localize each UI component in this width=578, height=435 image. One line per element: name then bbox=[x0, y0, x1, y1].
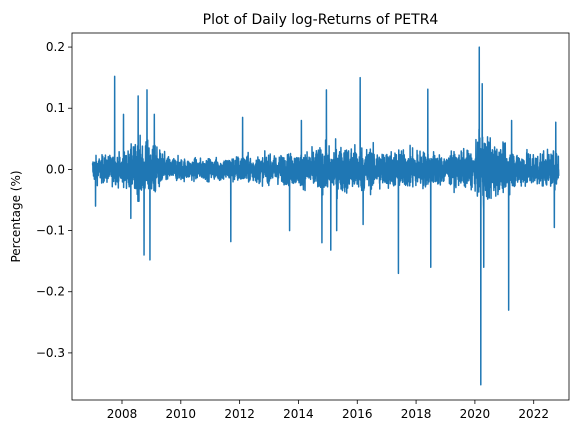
y-axis-label: Percentage (%) bbox=[9, 170, 23, 262]
y-tick-label: 0.1 bbox=[46, 101, 65, 115]
y-tick-label: −0.1 bbox=[36, 224, 65, 238]
y-tick-label: −0.2 bbox=[36, 285, 65, 299]
x-tick-label: 2022 bbox=[518, 407, 549, 421]
x-tick-label: 2012 bbox=[224, 407, 255, 421]
x-tick-label: 2014 bbox=[283, 407, 314, 421]
x-tick-label: 2020 bbox=[460, 407, 491, 421]
plot-frame bbox=[71, 32, 570, 401]
x-tick-label: 2008 bbox=[107, 407, 138, 421]
y-tick-label: −0.3 bbox=[36, 346, 65, 360]
x-tick-label: 2010 bbox=[166, 407, 197, 421]
axes-layer: 2008 2010 2012 2014 2016 2018 2020 2022 −0.3 −0.2… bbox=[36, 32, 570, 421]
x-tick-label: 2016 bbox=[342, 407, 373, 421]
series-layer bbox=[91, 46, 560, 386]
series-line bbox=[91, 46, 560, 386]
y-tick-label: 0.2 bbox=[46, 40, 65, 54]
chart-title: Plot of Daily log-Returns of PETR4 bbox=[203, 12, 439, 28]
x-tick-label: 2018 bbox=[401, 407, 432, 421]
y-tick-label: 0.0 bbox=[46, 162, 65, 176]
